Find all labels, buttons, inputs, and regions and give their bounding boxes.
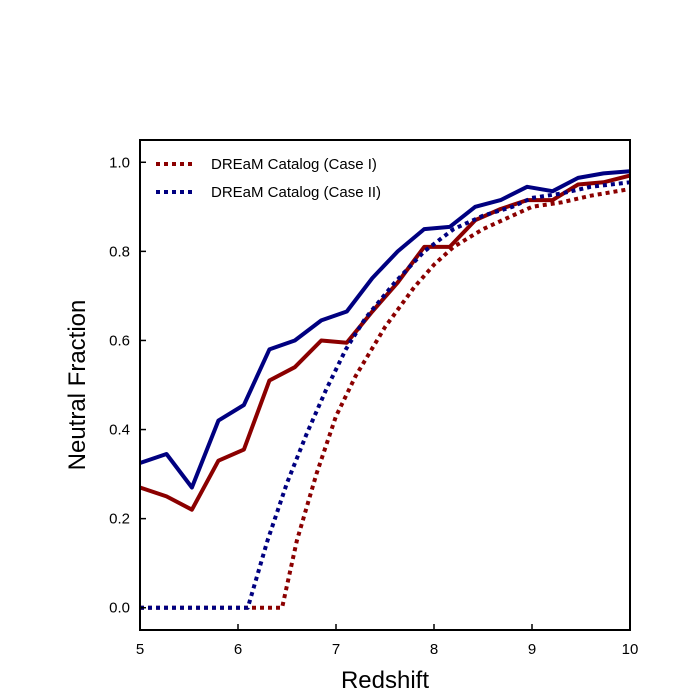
y-tick-label: 0.8 [109, 243, 130, 260]
x-tick-label: 9 [528, 641, 536, 658]
x-tick-label: 7 [332, 641, 340, 658]
series-line-dotted-1 [140, 180, 631, 610]
x-axis-label: Redshift [341, 667, 429, 694]
y-tick-label: 1.0 [109, 154, 130, 171]
series-layer [139, 169, 631, 610]
series-line-solid-2 [139, 173, 631, 512]
ticks-layer: 5 6 7 8 9 10 0.0 0.2 0.4 0.6 0.8 1.0 [109, 154, 638, 658]
series-line-solid-3 [139, 169, 631, 490]
plot-frame [139, 139, 631, 631]
x-tick-label: 10 [622, 641, 639, 658]
legend: DREaM Catalog (Case I) DREaM Catalog (Ca… [156, 156, 381, 201]
y-axis-label: Neutral Fraction [64, 300, 91, 471]
legend-label-case-ii: DREaM Catalog (Case II) [211, 184, 381, 201]
y-tick-label: 0.0 [109, 600, 130, 617]
x-tick-label: 5 [136, 641, 144, 658]
y-tick-label: 0.4 [109, 422, 130, 439]
x-tick-label: 8 [430, 641, 438, 658]
x-tick-label: 6 [234, 641, 242, 658]
y-tick-label: 0.6 [109, 332, 130, 349]
legend-label-case-i: DREaM Catalog (Case I) [211, 156, 377, 173]
y-tick-label: 0.2 [109, 511, 130, 528]
series-line-dotted-0 [140, 187, 631, 610]
